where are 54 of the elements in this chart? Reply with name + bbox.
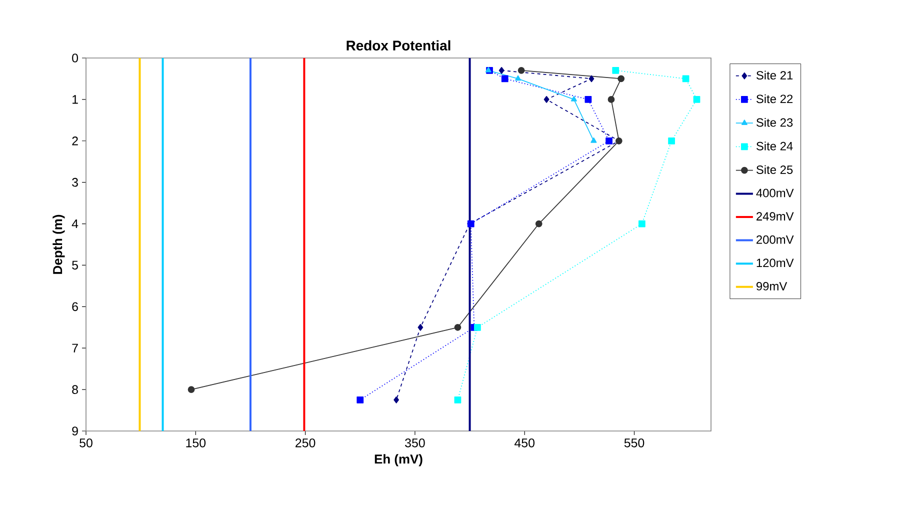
legend-label: Site 21 — [756, 70, 793, 80]
point — [612, 66, 620, 74]
point — [608, 96, 615, 103]
y-tick-label: 3 — [72, 178, 78, 187]
point — [618, 75, 625, 82]
point — [474, 324, 481, 331]
legend-label: Site 25 — [756, 165, 793, 174]
point — [588, 75, 594, 82]
legend-label: Site 22 — [756, 94, 793, 104]
legend-label: 200mV — [756, 235, 794, 244]
y-tick-label: 2 — [72, 136, 78, 146]
point — [498, 66, 504, 74]
x-tick-label: 250 — [296, 438, 316, 448]
y-tick-label: 0 — [72, 54, 78, 62]
legend-label: 99mV — [756, 282, 788, 290]
y-tick-label: 8 — [72, 385, 78, 394]
x-tick-label: 550 — [624, 438, 644, 448]
point — [394, 396, 400, 404]
point — [682, 75, 690, 82]
y-tick-label: 7 — [72, 344, 78, 352]
point — [590, 137, 597, 143]
point — [544, 96, 550, 103]
y-tick-label: 1 — [72, 95, 78, 104]
point — [514, 75, 522, 81]
legend-label: 120mV — [756, 258, 794, 268]
point — [584, 96, 592, 103]
legend-label: Site 23 — [756, 118, 793, 127]
x-tick-label: 350 — [405, 438, 425, 448]
y-axis-title: Depth (m) — [52, 214, 65, 274]
point — [356, 396, 364, 404]
chart-title: Redox Potential — [346, 40, 450, 50]
point — [518, 66, 525, 74]
legend-label: 400mV — [756, 188, 794, 198]
y-tick-label: 6 — [72, 302, 78, 312]
point — [570, 96, 577, 102]
x-tick-label: 50 — [80, 438, 92, 448]
point — [668, 137, 675, 144]
point — [535, 220, 542, 228]
point — [606, 137, 612, 144]
legend-label: 249mV — [756, 212, 794, 221]
y-tick-label: 5 — [72, 260, 78, 270]
y-tick-label: 4 — [72, 219, 78, 228]
x-tick-label: 450 — [514, 438, 535, 448]
legend-label: Site 24 — [756, 142, 793, 150]
point — [418, 324, 424, 331]
point — [693, 96, 700, 103]
y-tick-label: 9 — [72, 426, 78, 436]
x-tick-label: 150 — [186, 438, 206, 448]
point — [501, 75, 508, 82]
x-axis-title: Eh (mV) — [374, 454, 422, 466]
point — [188, 386, 195, 393]
point — [638, 220, 646, 228]
point — [454, 396, 462, 404]
point — [454, 324, 462, 331]
